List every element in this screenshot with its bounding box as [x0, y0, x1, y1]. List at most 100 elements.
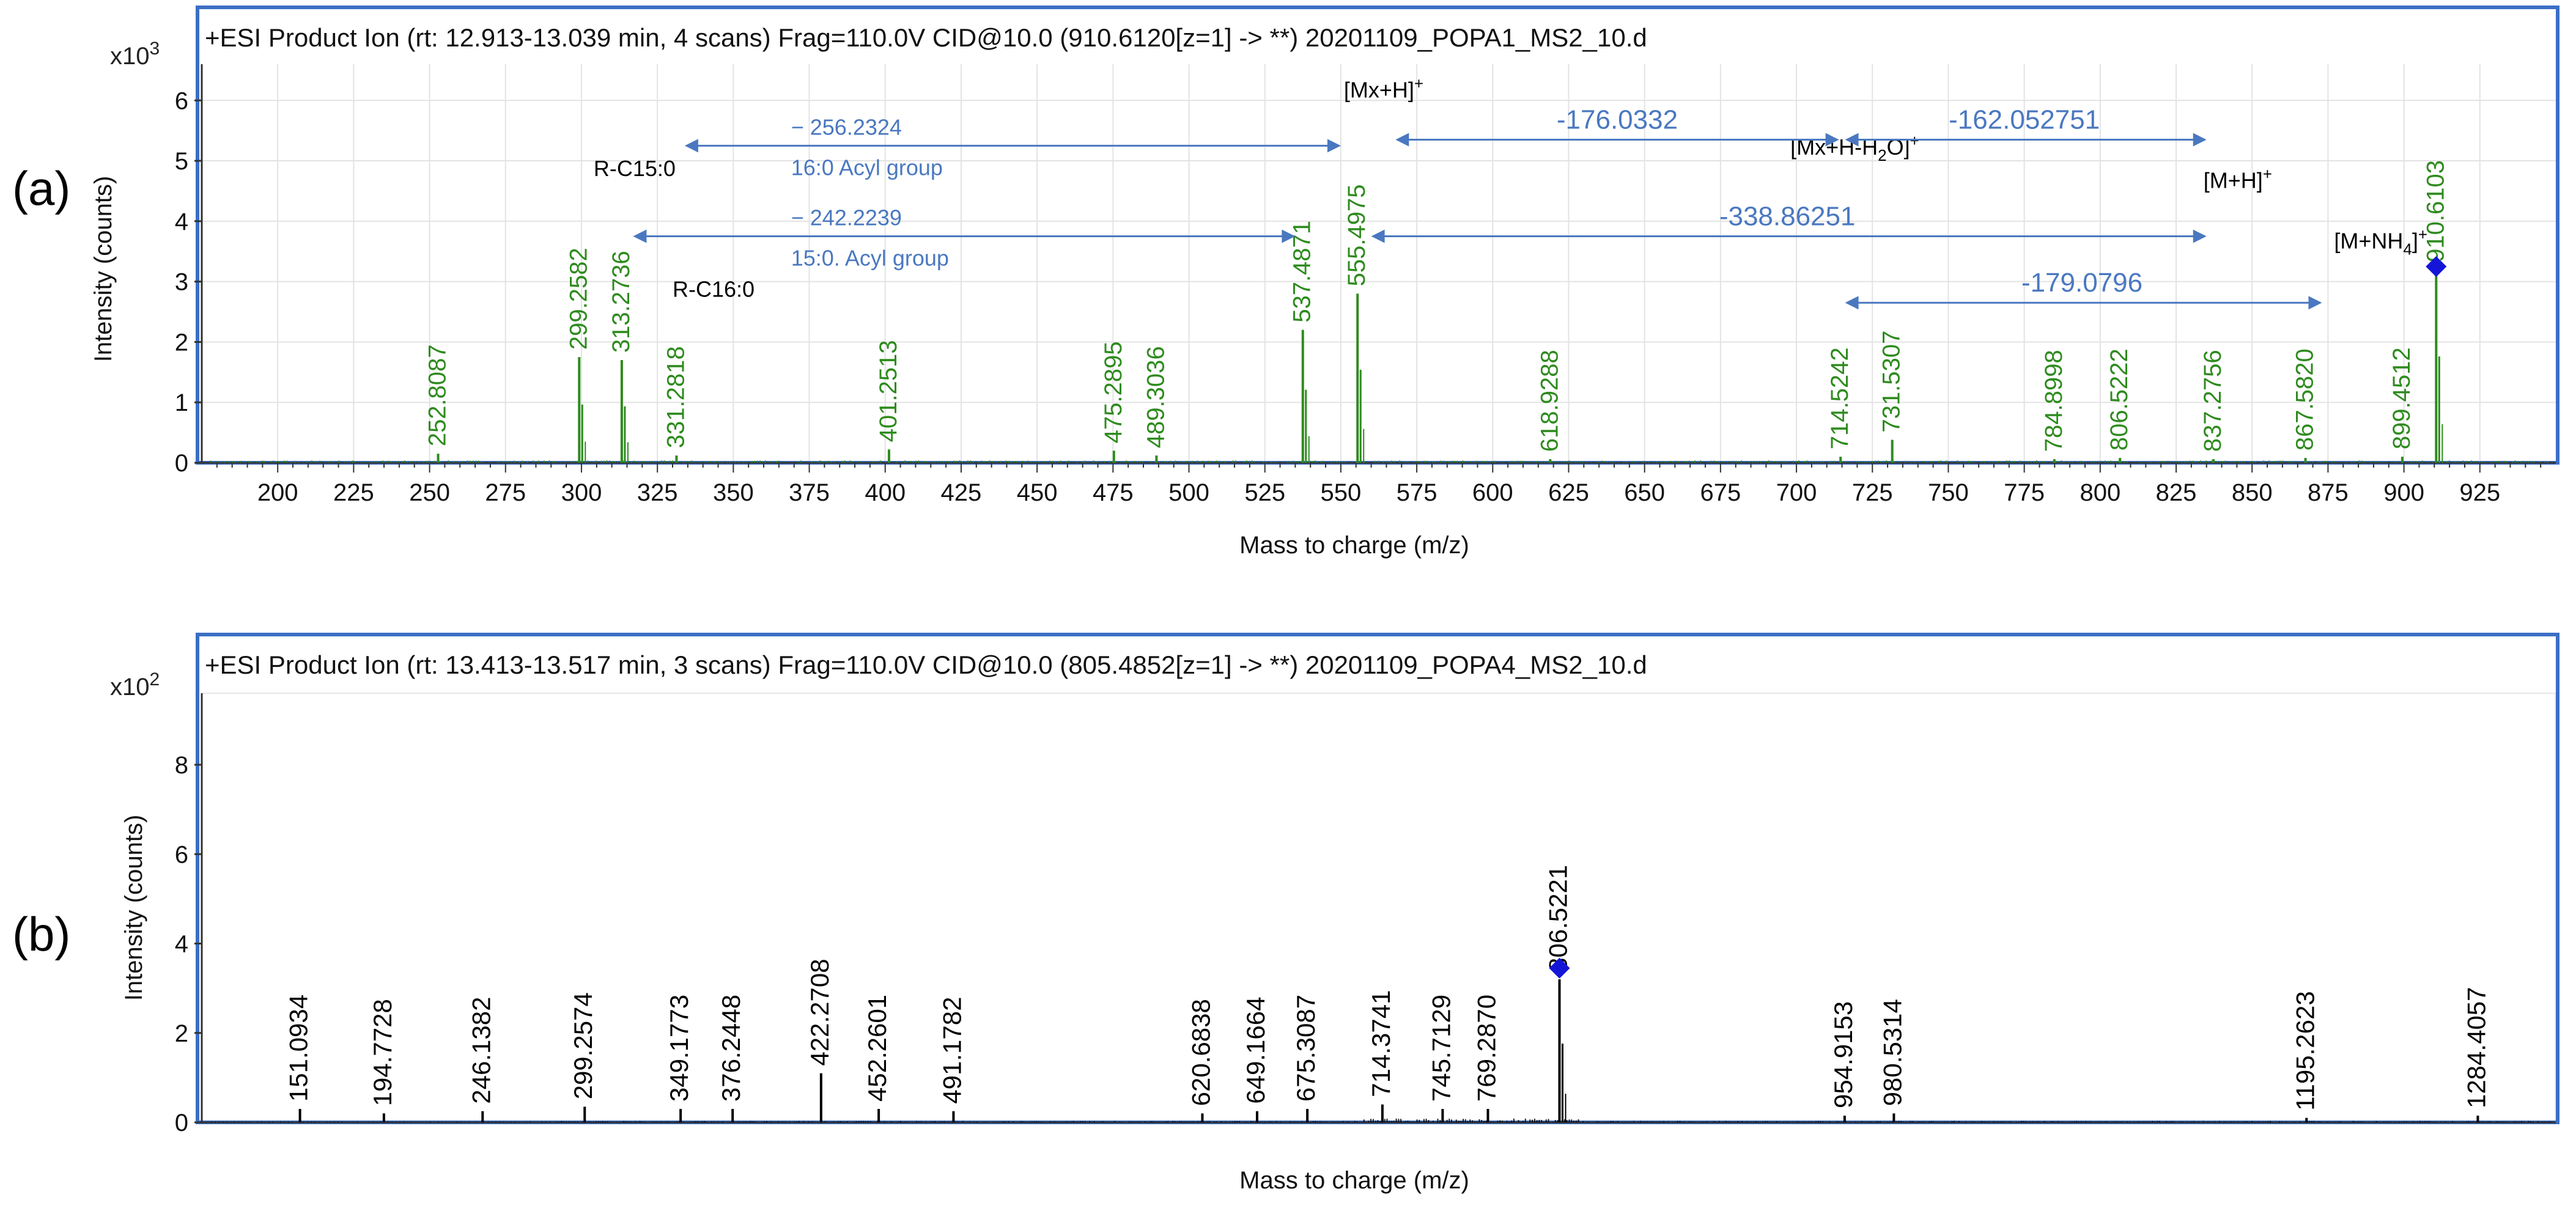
peak-label: 151.0934 — [284, 995, 313, 1102]
peak-label: 1195.2623 — [2290, 991, 2319, 1110]
peak-label: 376.2448 — [717, 995, 745, 1102]
x-tick-label: 375 — [789, 479, 830, 506]
ion-annotation-sub: 4 — [2403, 240, 2412, 258]
arrowhead-right-icon — [2193, 229, 2207, 243]
x-tick-label: 450 — [1017, 479, 1058, 506]
precursor-marker-icon — [1549, 957, 1570, 979]
ion-annotation: [Mx+H]+ — [1344, 74, 1423, 102]
scale-exponent: 2 — [150, 669, 160, 690]
x-tick-label: 300 — [561, 479, 602, 506]
peak-label: 806.5221 — [1543, 865, 1572, 972]
y-tick-label: 2 — [175, 1020, 188, 1047]
ion-annotation-sup: + — [2418, 225, 2427, 243]
neutral-loss-label: -338.86251 — [1719, 202, 1856, 232]
peak-label: 475.2895 — [1100, 341, 1127, 443]
arrowhead-right-icon — [1825, 133, 1839, 147]
x-tick-label: 675 — [1700, 479, 1741, 506]
peak-label: 555.4975 — [1343, 185, 1370, 287]
peak-label: 618.9288 — [1536, 350, 1563, 452]
peak-label: 537.4871 — [1289, 221, 1316, 323]
peak-label: 731.5307 — [1878, 331, 1905, 433]
baseline-noise — [210, 460, 2549, 463]
arrowhead-left-icon — [1845, 296, 1859, 310]
neutral-loss-label: -176.0332 — [1557, 105, 1678, 134]
arrowhead-left-icon — [1395, 133, 1409, 147]
peak-label: 331.2818 — [662, 346, 689, 448]
x-tick-label: 900 — [2383, 479, 2424, 506]
neutral-loss-sublabel: 16:0 Acyl group — [791, 155, 943, 180]
ion-annotation-text: R-C16:0 — [673, 276, 755, 301]
peak-label: 867.5820 — [2292, 348, 2319, 451]
ion-annotation-text: [Mx+H] — [1344, 77, 1414, 102]
x-tick-label: 725 — [1852, 479, 1893, 506]
x-tick-label: 625 — [1548, 479, 1589, 506]
chart-title: +ESI Product Ion (rt: 13.413-13.517 min,… — [205, 650, 1647, 679]
peak-label: 954.9153 — [1829, 1001, 1858, 1108]
x-tick-label: 475 — [1093, 479, 1134, 506]
x-tick-label: 250 — [409, 479, 450, 506]
y-tick-label: 8 — [175, 752, 188, 779]
y-tick-label: 4 — [175, 208, 188, 235]
peak-label: 980.5314 — [1878, 999, 1906, 1106]
baseline-noise — [210, 1118, 2553, 1122]
peak-label: 252.8087 — [424, 344, 451, 446]
peak-label: 784.8998 — [2040, 350, 2067, 452]
x-tick-label: 650 — [1624, 479, 1665, 506]
peak-label: 313.2736 — [608, 251, 635, 353]
panel-b: (b) +ESI Product Ion (rt: 13.413-13.517 m… — [12, 633, 2559, 1194]
peak-label: 649.1664 — [1241, 997, 1270, 1104]
peak-label: 491.1782 — [937, 997, 966, 1104]
peak-label: 299.2582 — [565, 248, 592, 350]
x-tick-label: 350 — [713, 479, 754, 506]
ion-annotation-text: R-C15:0 — [594, 156, 676, 181]
peak-label: 401.2513 — [875, 340, 902, 442]
arrowhead-left-icon — [633, 229, 647, 243]
peak-label: 806.5222 — [2106, 348, 2133, 451]
x-tick-label: 850 — [2232, 479, 2273, 506]
peak-label: 910.6103 — [2422, 160, 2449, 262]
neutral-loss-sublabel: 15:0. Acyl group — [791, 246, 949, 271]
peak-label: 899.4512 — [2388, 347, 2415, 449]
ion-annotation-sub: 2 — [1878, 146, 1886, 164]
x-tick-label: 800 — [2080, 479, 2120, 506]
ion-annotation: [M+NH4]+ — [2334, 225, 2427, 258]
scale-exponent: 3 — [150, 39, 160, 59]
peak-label: 675.3087 — [1291, 995, 1320, 1102]
arrowhead-left-icon — [1371, 229, 1385, 243]
x-tick-label: 875 — [2308, 479, 2349, 506]
peak-label: 452.2601 — [863, 995, 891, 1102]
scale-label: x103 — [110, 39, 160, 70]
x-tick-label: 325 — [637, 479, 678, 506]
ion-annotation: R-C15:0 — [594, 156, 676, 181]
y-axis-label: Intensity (counts) — [120, 815, 147, 1001]
x-tick-label: 825 — [2156, 479, 2197, 506]
peak-label: 349.1773 — [665, 995, 693, 1102]
x-tick-label: 525 — [1244, 479, 1285, 506]
peak-label: 194.7728 — [368, 999, 397, 1106]
peak-label: 1284.4057 — [2462, 987, 2490, 1108]
x-tick-label: 925 — [2459, 479, 2500, 506]
x-axis-label: Mass to charge (m/z) — [1239, 532, 1469, 559]
y-tick-label: 2 — [175, 329, 188, 356]
x-tick-label: 275 — [485, 479, 526, 506]
x-tick-label: 700 — [1776, 479, 1817, 506]
y-tick-label: 6 — [175, 841, 188, 868]
x-tick-label: 400 — [865, 479, 906, 506]
arrowhead-right-icon — [2308, 296, 2322, 310]
peak-label: 489.3036 — [1142, 346, 1169, 448]
peak-label: 620.6838 — [1186, 999, 1215, 1106]
x-tick-label: 550 — [1321, 479, 1362, 506]
peak-label: 299.2574 — [569, 992, 597, 1099]
y-tick-label: 0 — [175, 1110, 188, 1136]
panel-letter: (a) — [12, 161, 70, 215]
arrowhead-right-icon — [2193, 133, 2207, 147]
chart-title: +ESI Product Ion (rt: 12.913-13.039 min,… — [205, 23, 1647, 52]
ion-annotation: [M+H]+ — [2204, 165, 2272, 193]
peak-label: 714.5242 — [1826, 347, 1853, 449]
arrowhead-left-icon — [1845, 133, 1859, 147]
x-tick-label: 775 — [2004, 479, 2045, 506]
y-tick-label: 6 — [175, 87, 188, 114]
scale-base: x10 — [110, 43, 150, 70]
peak-label: 714.3741 — [1367, 990, 1395, 1097]
